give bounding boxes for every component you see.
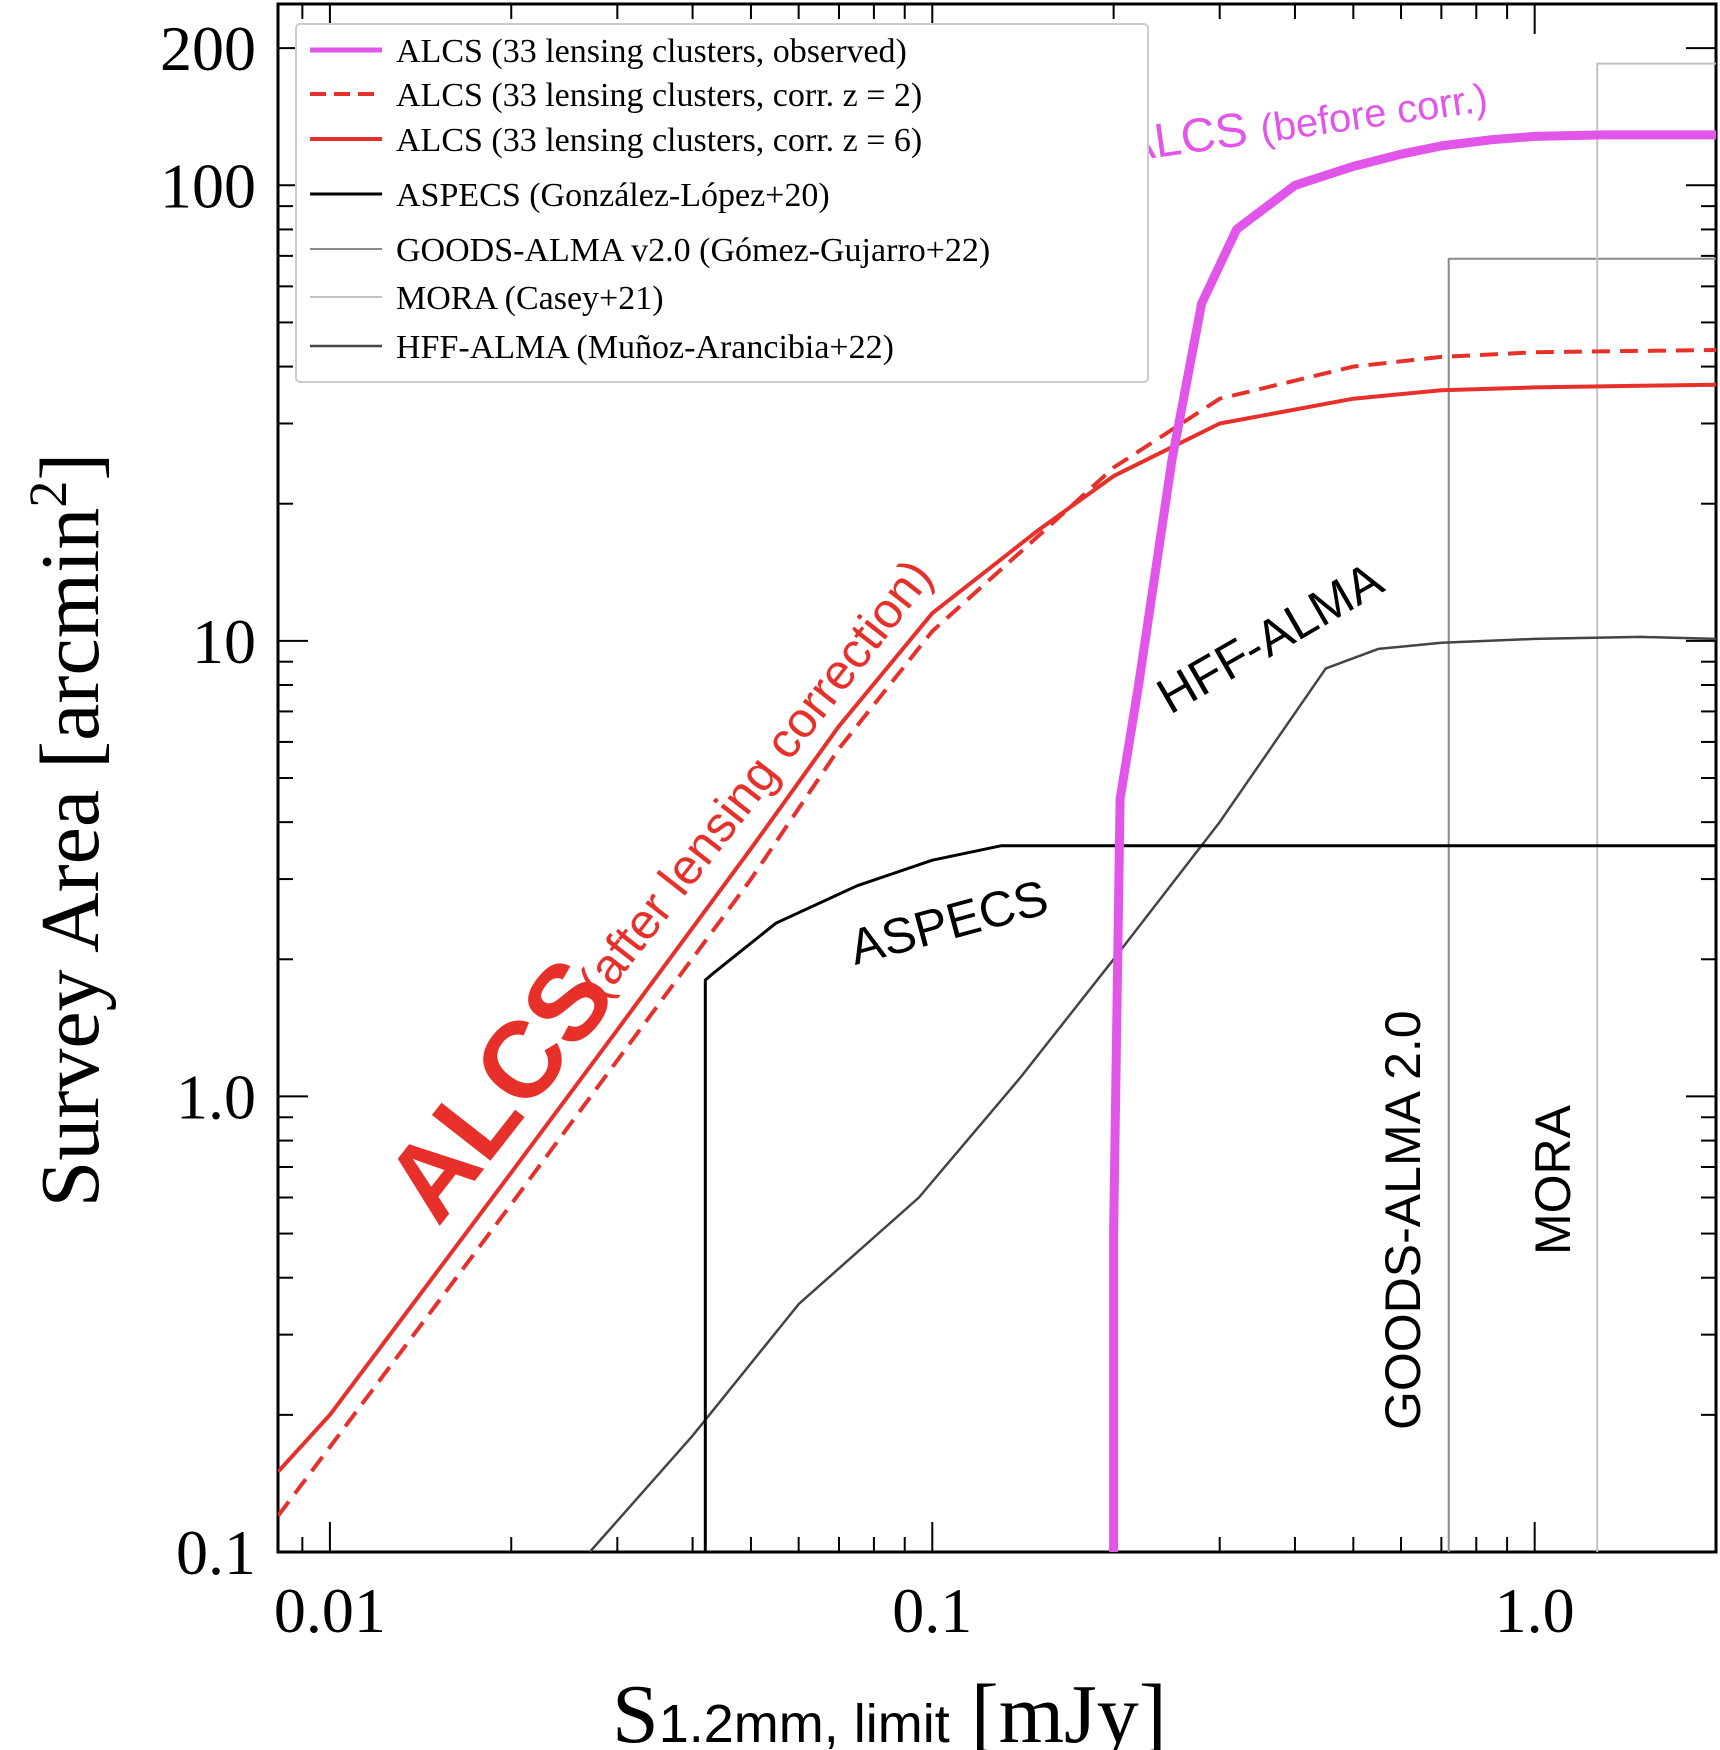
legend-label: ALCS (33 lensing clusters, corr. z = 2): [396, 77, 922, 114]
y-tick-label: 100: [160, 150, 256, 221]
legend-label: ALCS (33 lensing clusters, observed): [396, 33, 907, 70]
x-tick-label: 1.0: [1495, 1575, 1575, 1646]
y-tick-label: 10: [192, 606, 256, 677]
legend-label: HFF-ALMA (Muñoz-Arancibia+22): [396, 329, 894, 366]
y-axis-label: Survey Area [arcmin2]: [18, 453, 117, 1208]
series-group: [278, 62, 1716, 1552]
x-tick-label: 0.1: [892, 1575, 972, 1646]
series-line-3: [703, 844, 1716, 1552]
annotation-mora: MORA: [1525, 1104, 1581, 1255]
y-tick-label: 1.0: [176, 1061, 256, 1132]
legend-label: MORA (Casey+21): [396, 280, 664, 317]
series-line-5: [1596, 62, 1716, 1552]
axis-tick-labels: 0.01 0.1 1.0 0.1 1.0 10 100 200: [160, 13, 1575, 1646]
legend-label: ASPECS (González-López+20): [396, 177, 830, 214]
series-line-2: [278, 382, 1716, 1474]
annotation-hff: HFF-ALMA: [1148, 551, 1393, 725]
legend-label: GOODS-ALMA v2.0 (Gómez-Gujarro+22): [396, 232, 990, 269]
annotation-goods: GOODS-ALMA 2.0: [1375, 1010, 1431, 1430]
x-axis-label: S1.2mm, limit [mJy]: [612, 1668, 1167, 1750]
series-line-6: [588, 635, 1716, 1552]
series-line-1: [278, 348, 1716, 1518]
series-line-0: [1109, 130, 1716, 1552]
y-tick-label: 200: [160, 13, 256, 84]
annotation-aspecs: ASPECS: [843, 869, 1053, 976]
annotation-alcs-before: ALCS (before corr.): [1119, 69, 1491, 173]
legend-label: ALCS (33 lensing clusters, corr. z = 6): [396, 122, 922, 159]
series-line-4: [1447, 257, 1716, 1552]
legend: ALCS (33 lensing clusters, observed) ALCS…: [295, 23, 1149, 383]
legend-box: [295, 23, 1149, 383]
y-tick-label: 0.1: [176, 1517, 256, 1588]
x-tick-label: 0.01: [274, 1575, 386, 1646]
